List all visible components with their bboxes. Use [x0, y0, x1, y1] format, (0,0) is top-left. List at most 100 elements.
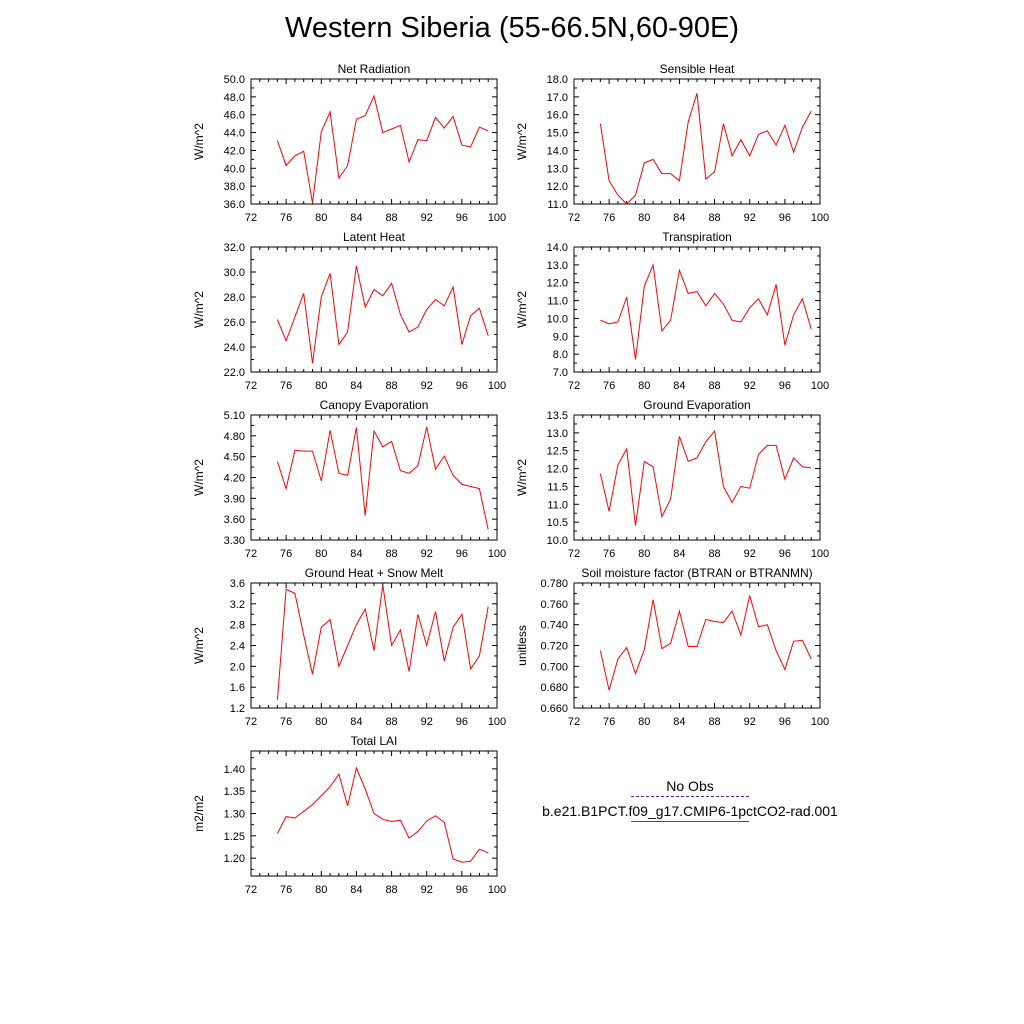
series-line [276, 585, 489, 701]
y-tick-label: 13.0 [547, 428, 568, 440]
x-tick-label: 80 [638, 212, 650, 224]
panel-title: Transpiration [662, 230, 732, 244]
x-tick-label: 92 [744, 716, 756, 728]
x-tick-label: 80 [315, 884, 327, 896]
panel-9: Total LAI m2/m2 72 76 80 84 88 92 96 100 1.20 1.25 1… [192, 734, 506, 896]
x-tick-label: 76 [603, 548, 615, 560]
x-tick-label: 100 [488, 548, 506, 560]
x-tick-label: 100 [811, 380, 829, 392]
x-tick-label: 100 [811, 548, 829, 560]
y-tick-label: 30.0 [224, 267, 245, 279]
y-tick-label: 10.5 [547, 517, 568, 529]
x-tick-label: 100 [811, 716, 829, 728]
x-tick-label: 72 [568, 212, 580, 224]
legend-model-line [631, 821, 749, 822]
x-tick-label: 92 [421, 716, 433, 728]
panel-5: Canopy Evaporation W/m^2 72 76 80 84 88 92 96 100… [192, 398, 506, 560]
y-tick-label: 2.8 [230, 620, 245, 632]
y-tick-label: 0.780 [540, 578, 568, 590]
y-tick-label: 50.0 [224, 74, 245, 86]
panel-title: Canopy Evaporation [320, 398, 429, 412]
y-tick-label: 1.2 [230, 703, 245, 715]
y-axis-label: W/m^2 [192, 627, 206, 664]
x-tick-label: 72 [568, 716, 580, 728]
x-tick-label: 92 [744, 212, 756, 224]
y-tick-label: 0.740 [540, 620, 568, 632]
plot-frame [573, 414, 821, 541]
legend-obs-label: No Obs [666, 778, 714, 794]
y-tick-label: 48.0 [224, 92, 245, 104]
y-tick-label: 2.4 [230, 641, 245, 653]
plot-frame [573, 246, 821, 373]
x-tick-label: 88 [708, 380, 720, 392]
y-tick-label: 4.20 [224, 473, 245, 485]
x-tick-label: 84 [350, 380, 362, 392]
x-tick-label: 72 [568, 380, 580, 392]
x-tick-label: 96 [779, 212, 791, 224]
x-tick-label: 76 [280, 716, 292, 728]
y-axis-label: W/m^2 [192, 123, 206, 160]
x-tick-label: 76 [603, 716, 615, 728]
y-axis-label: W/m^2 [192, 459, 206, 496]
x-tick-label: 76 [280, 212, 292, 224]
y-axis-label: W/m^2 [192, 291, 206, 328]
y-tick-label: 3.60 [224, 514, 245, 526]
series-line [276, 94, 489, 204]
panel-title: Latent Heat [343, 230, 406, 244]
x-tick-label: 80 [315, 380, 327, 392]
x-tick-label: 84 [673, 716, 685, 728]
y-tick-label: 11.5 [547, 481, 568, 493]
x-tick-label: 76 [603, 212, 615, 224]
y-tick-label: 2.0 [230, 661, 245, 673]
x-tick-label: 92 [421, 548, 433, 560]
x-tick-label: 100 [488, 884, 506, 896]
y-axis-label: unitless [515, 625, 529, 666]
y-tick-label: 3.2 [230, 599, 245, 611]
y-tick-label: 36.0 [224, 199, 245, 211]
y-tick-label: 11.0 [547, 199, 568, 211]
y-tick-label: 1.25 [224, 831, 245, 843]
x-tick-label: 88 [385, 716, 397, 728]
x-tick-label: 88 [385, 212, 397, 224]
series-line [276, 265, 489, 364]
page-title: Western Siberia (55-66.5N,60-90E) [284, 12, 740, 44]
y-tick-label: 9.0 [553, 331, 568, 343]
x-tick-label: 100 [811, 212, 829, 224]
y-tick-label: 11.0 [547, 499, 568, 511]
panel-title: Soil moisture factor (BTRAN or BTRANMN) [581, 566, 812, 580]
x-tick-label: 76 [280, 380, 292, 392]
y-tick-label: 44.0 [224, 128, 245, 140]
y-tick-label: 5.10 [224, 410, 245, 422]
x-tick-label: 84 [350, 548, 362, 560]
x-tick-label: 96 [456, 716, 468, 728]
x-tick-label: 96 [456, 380, 468, 392]
x-tick-label: 80 [638, 548, 650, 560]
x-tick-label: 80 [638, 716, 650, 728]
y-tick-label: 8.0 [553, 349, 568, 361]
y-tick-label: 3.6 [230, 578, 245, 590]
y-tick-label: 38.0 [224, 181, 245, 193]
panel-1: Net Radiation W/m^2 72 76 80 84 88 92 96 100 36.0 3… [192, 62, 506, 224]
x-tick-label: 72 [245, 380, 257, 392]
x-tick-label: 76 [280, 884, 292, 896]
x-tick-label: 72 [245, 884, 257, 896]
y-tick-label: 0.700 [540, 661, 568, 673]
y-tick-label: 46.0 [224, 110, 245, 122]
y-tick-label: 10.0 [547, 313, 568, 325]
y-tick-label: 13.0 [547, 260, 568, 272]
y-tick-label: 3.90 [224, 493, 245, 505]
panel-2: Sensible Heat W/m^2 72 76 80 84 88 92 96 100 11.0 1… [515, 62, 829, 224]
x-tick-label: 92 [744, 380, 756, 392]
series-line [276, 426, 489, 530]
x-tick-label: 80 [638, 380, 650, 392]
y-tick-label: 3.30 [224, 535, 245, 547]
x-tick-label: 84 [350, 716, 362, 728]
x-tick-label: 100 [488, 212, 506, 224]
x-tick-label: 96 [779, 716, 791, 728]
y-tick-label: 12.0 [547, 278, 568, 290]
x-tick-label: 84 [350, 212, 362, 224]
y-tick-label: 0.720 [540, 641, 568, 653]
x-tick-label: 84 [673, 548, 685, 560]
panel-7: Ground Heat + Snow Melt W/m^2 72 76 80 84 88 92… [192, 566, 506, 728]
